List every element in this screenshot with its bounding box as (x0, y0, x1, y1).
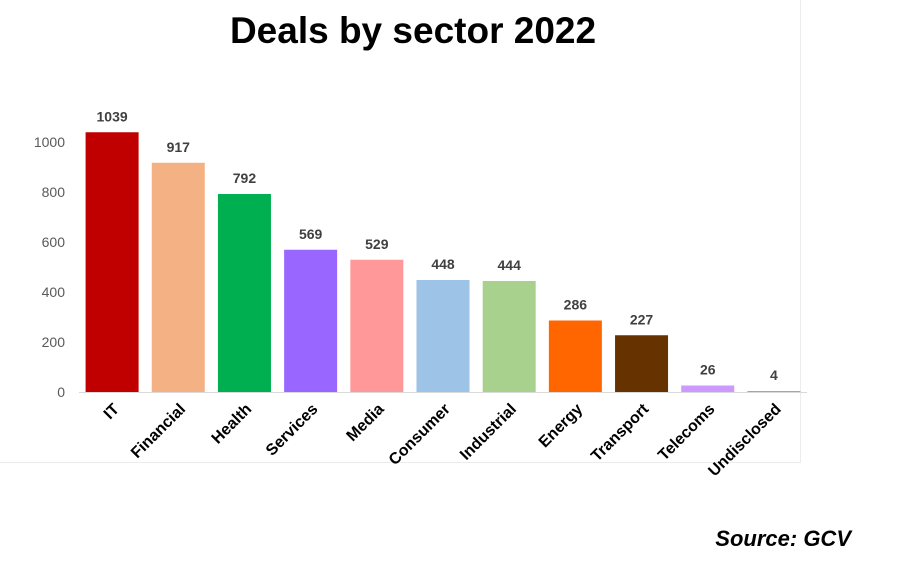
y-tick-label: 0 (57, 384, 65, 400)
bar (681, 385, 735, 392)
data-label: 444 (498, 257, 522, 273)
category-label: Industrial (457, 401, 520, 464)
y-tick-label: 800 (42, 184, 66, 200)
data-label: 4 (770, 367, 778, 383)
y-tick-label: 1000 (34, 134, 65, 150)
bar (416, 280, 470, 392)
bar (482, 281, 536, 392)
category-label: Telecoms (655, 401, 718, 464)
data-label: 26 (700, 362, 716, 378)
data-label: 1039 (97, 108, 128, 124)
category-label: IT (101, 401, 123, 423)
bar (151, 162, 205, 392)
bar (747, 391, 801, 392)
category-label: Health (209, 401, 256, 448)
source-label: Source: GCV (715, 526, 851, 551)
bar (548, 320, 602, 392)
chart-title: Deals by sector 2022 (229, 10, 597, 51)
data-label: 227 (630, 311, 654, 327)
data-label: 286 (564, 297, 588, 313)
data-label: 529 (365, 236, 389, 252)
y-tick-label: 600 (42, 234, 66, 250)
data-label: 448 (431, 256, 455, 272)
bar (217, 194, 271, 392)
category-label: Consumer (386, 401, 454, 469)
category-label: Media (344, 401, 388, 445)
bar (284, 249, 338, 392)
data-label: 569 (299, 226, 323, 242)
category-label: Financial (128, 401, 189, 462)
bar (350, 259, 404, 392)
data-label: 917 (167, 139, 191, 155)
bar (85, 132, 139, 392)
bar (615, 335, 669, 392)
category-label: Energy (536, 401, 586, 451)
data-label: 792 (233, 170, 257, 186)
category-label: Transport (588, 400, 653, 465)
y-tick-label: 400 (42, 284, 66, 300)
category-label: Services (263, 401, 322, 460)
y-tick-label: 200 (42, 334, 66, 350)
